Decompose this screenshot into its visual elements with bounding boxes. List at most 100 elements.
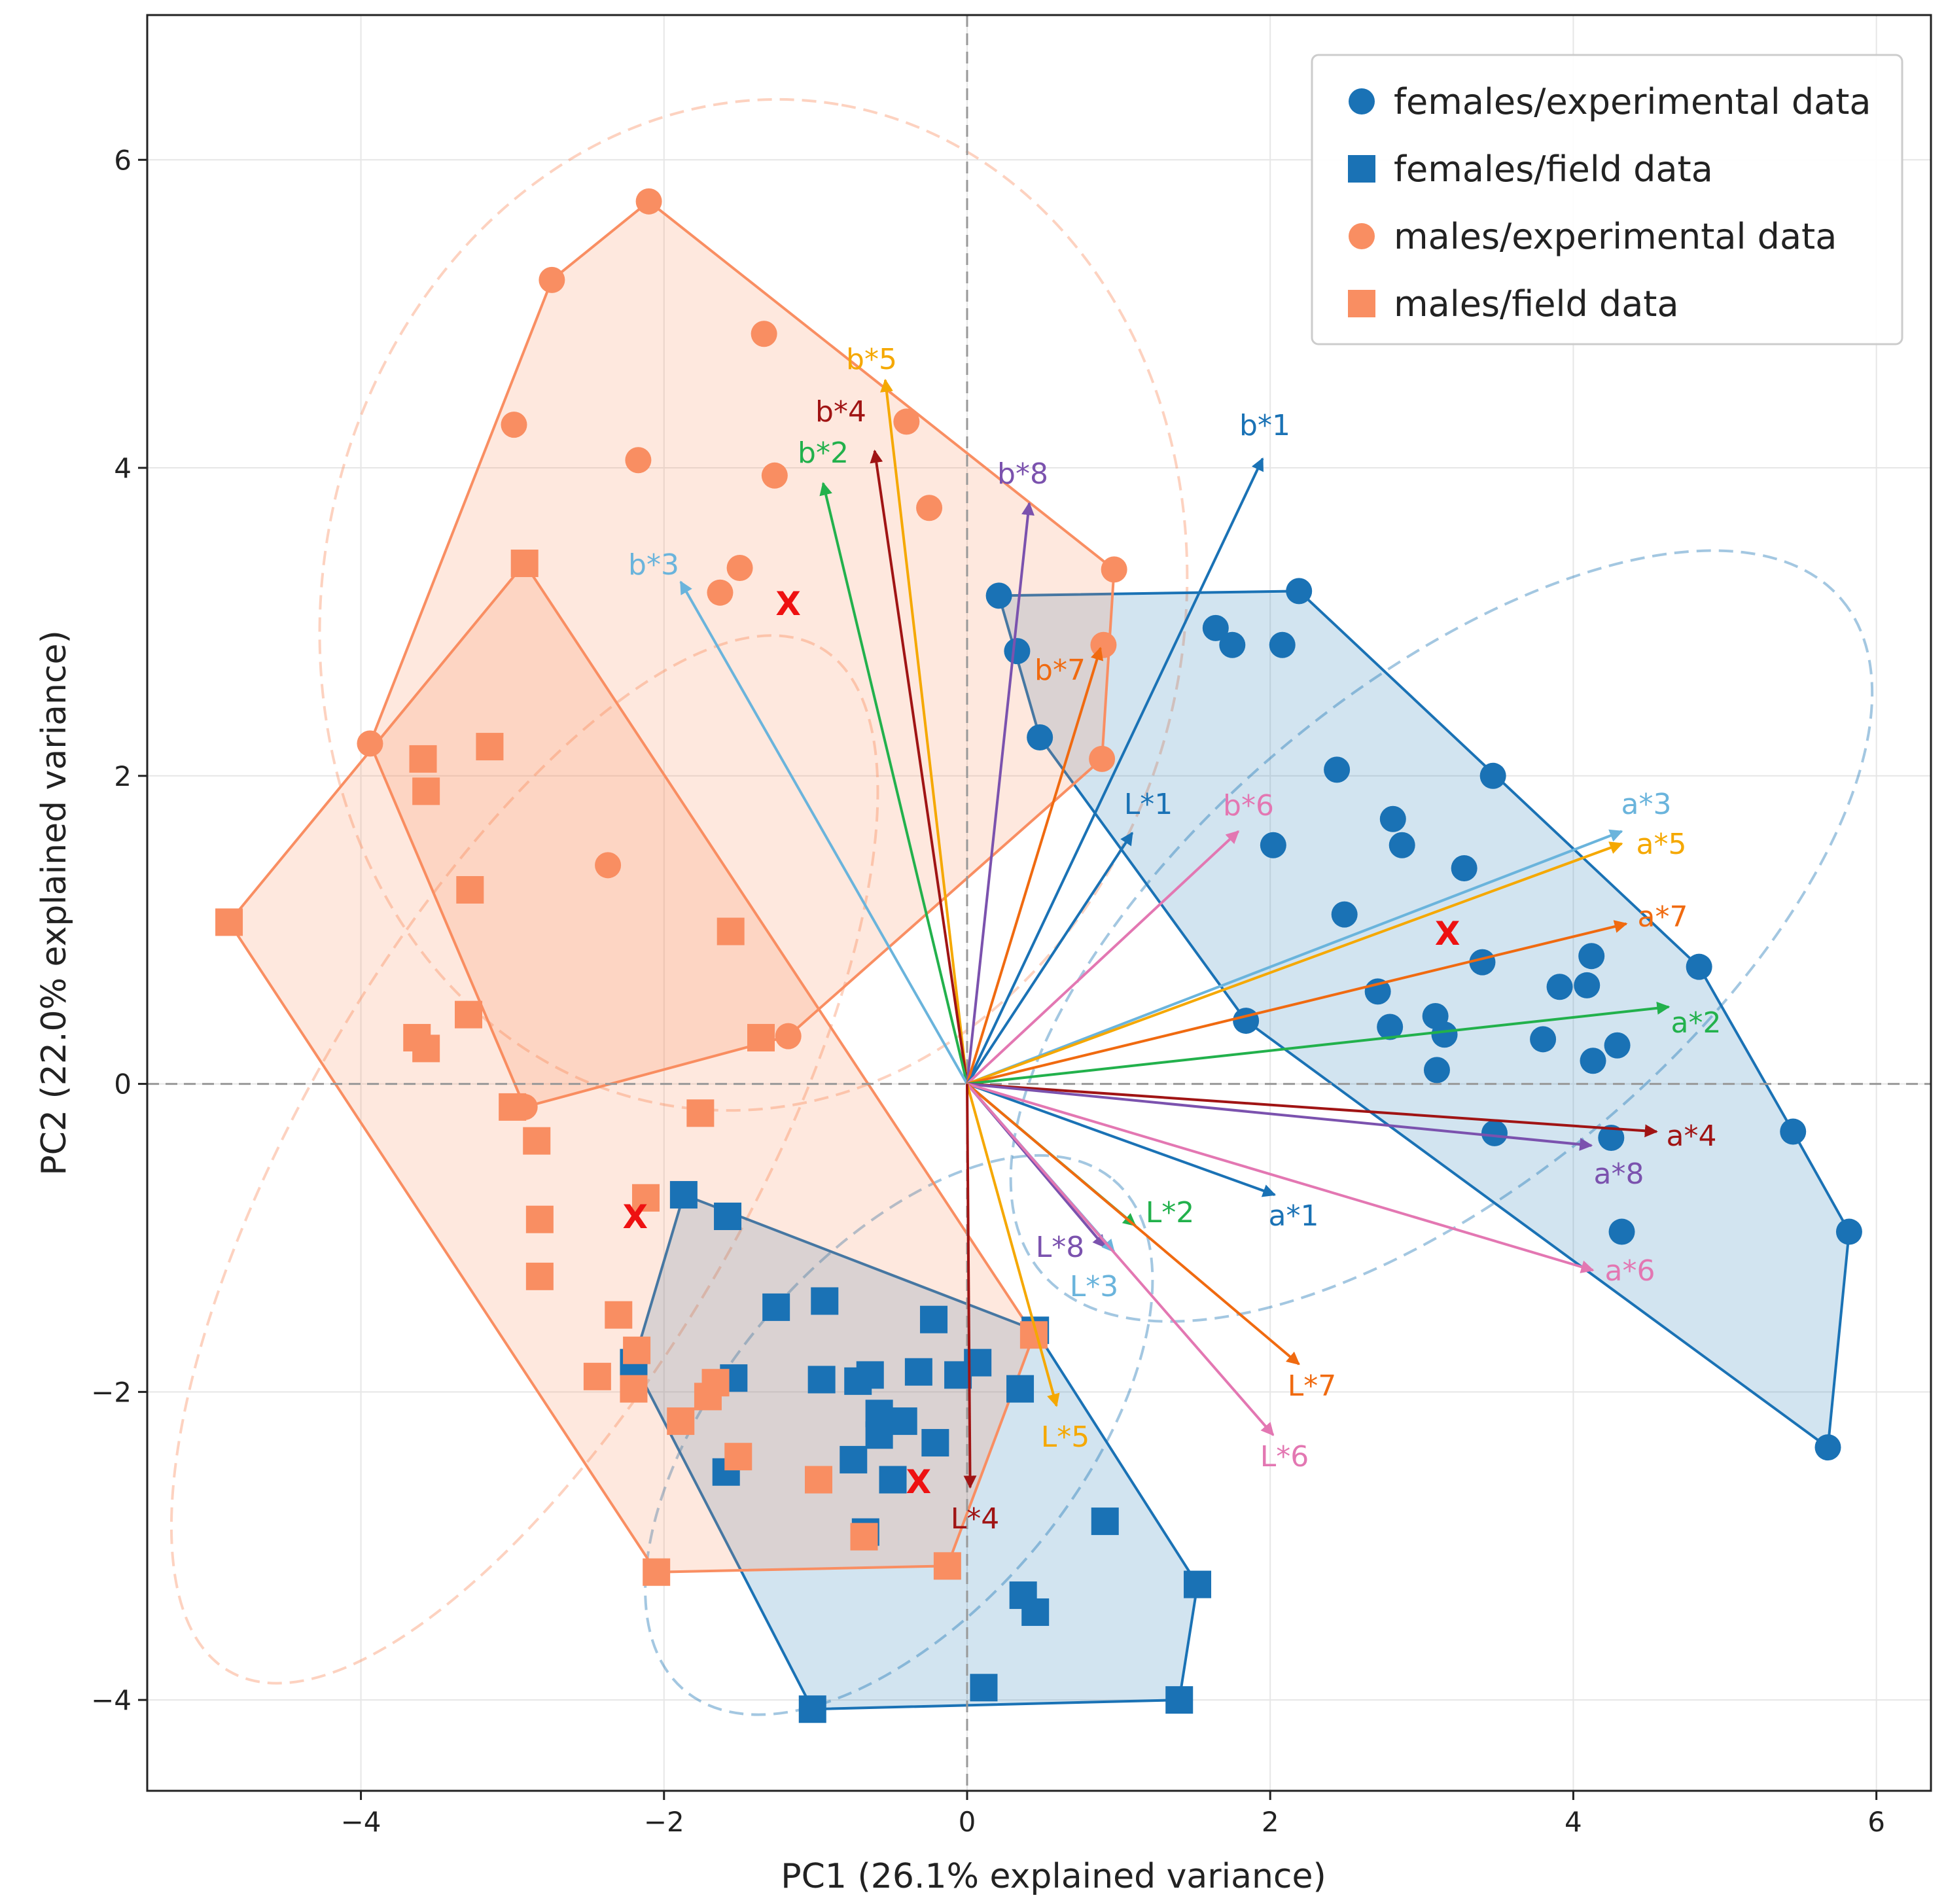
males-field-data-point: [215, 908, 243, 936]
males-experimental-data-point: [1101, 556, 1127, 583]
females-field-data-point: [1165, 1686, 1194, 1714]
females-experimental-data-point: [1431, 1021, 1458, 1048]
loading-label: a*2: [1671, 1006, 1722, 1040]
females-experimental-data-point: [1389, 832, 1415, 858]
females-field-data-point: [1091, 1507, 1119, 1536]
axis-ticks: −4 −2 0 2 4 6 −4 −2 0 2 4 6: [91, 144, 1885, 1838]
females-experimental-data-point: [1481, 1119, 1508, 1146]
x-tick-label: 4: [1565, 1806, 1582, 1838]
loading-arrow-a-5: [966, 841, 1623, 1085]
females-experimental-data-point: [1451, 855, 1477, 882]
y-axis-label: PC2 (22.0% explained variance): [35, 630, 74, 1176]
males-field-data-point: [409, 745, 437, 773]
females-field-data-point: [1021, 1598, 1050, 1626]
x-tick-label: 6: [1867, 1806, 1885, 1838]
males-experimental-data-point: [726, 555, 753, 582]
males-field-data-point: [525, 1262, 554, 1290]
males-experimental-data-point: [751, 321, 777, 347]
plot-frame: [146, 14, 1932, 1792]
males-field-data-ellipse: [169, 634, 879, 1685]
y-tick-label: 6: [114, 144, 132, 176]
females-field-data-point: [762, 1293, 790, 1321]
females-field-data-point: [811, 1287, 839, 1315]
legend-marker-males-field-data: [1348, 290, 1375, 317]
females-experimental-data-point: [1379, 805, 1406, 832]
x-tick-label: −4: [341, 1806, 381, 1838]
males-experimental-data-point: [1089, 745, 1116, 772]
y-tick-label: −2: [91, 1376, 132, 1408]
females-field-data-point: [879, 1466, 907, 1494]
males-experimental-data-point: [893, 408, 920, 435]
males-experimental-data-point: [635, 188, 662, 215]
males-experimental-data-point: [357, 730, 383, 757]
females-experimental-data-point: [1202, 614, 1229, 641]
loading-arrow-a-6: [966, 1082, 1595, 1273]
males-experimental-data-point: [595, 852, 622, 879]
loading-arrow-b-7: [966, 646, 1104, 1085]
females-experimental-data-point: [1574, 972, 1601, 998]
centroids: X X X X: [622, 585, 1460, 1501]
males-field-data-point: [605, 1301, 633, 1329]
females-field-data-point: [840, 1445, 868, 1473]
loading-label: a*6: [1605, 1254, 1655, 1288]
loading-arrow-b-4: [870, 450, 968, 1084]
loading-arrow-a-8: [966, 1082, 1593, 1151]
females-experimental-data-point: [1469, 949, 1496, 976]
loading-label: b*8: [997, 457, 1048, 491]
x-tick-label: −2: [644, 1806, 684, 1838]
females-field-data-point: [844, 1367, 872, 1395]
legend-marker-males-experimental-data: [1349, 223, 1375, 249]
loading-label: a*7: [1638, 900, 1688, 934]
females-field-data-point: [1184, 1570, 1212, 1598]
females-experimental-data-point: [1578, 943, 1605, 970]
loading-arrow-b-6: [966, 830, 1240, 1085]
loading-arrow-b-2: [819, 482, 968, 1085]
loading-vectors: b*1 b*5 b*4 b*2 b*8 b*3 b*7 L*1 b*6 a*3 a*5 a*7 a*2 a…: [628, 343, 1721, 1536]
males-experimental-data-point: [625, 447, 652, 474]
y-tick-label: 0: [114, 1068, 132, 1101]
females-field-data-point: [807, 1366, 836, 1394]
females-experimental-data-point: [1686, 953, 1712, 980]
females-experimental-data-point: [1604, 1032, 1631, 1059]
females-field-data-point: [904, 1358, 932, 1386]
loading-arrow-a-7: [966, 920, 1628, 1085]
females-field-data-centroid-marker: X: [906, 1463, 932, 1501]
females-experimental-data-point: [1546, 974, 1573, 1000]
loading-arrow-b-5: [880, 378, 968, 1084]
loading-label: a*1: [1269, 1199, 1319, 1233]
males-field-data-point: [476, 733, 504, 761]
males-experimental-data-hull: [368, 200, 1116, 1108]
males-field-data-point: [933, 1552, 961, 1580]
loading-label: a*8: [1594, 1157, 1644, 1191]
loading-label: L*2: [1146, 1196, 1195, 1229]
males-experimental-data-point: [501, 412, 527, 438]
males-field-data-point: [525, 1205, 554, 1233]
males-experimental-data-centroid-marker: X: [775, 585, 801, 623]
x-axis-label: PC1 (26.1% explained variance): [781, 1857, 1326, 1896]
females-experimental-data-point: [1423, 1057, 1450, 1084]
females-experimental-data-point: [1479, 762, 1506, 789]
loading-arrow-a-1: [966, 1082, 1277, 1197]
females-experimental-data-point: [1260, 832, 1286, 858]
females-experimental-data-point: [1324, 756, 1351, 783]
females-experimental-data-point: [1286, 578, 1313, 605]
males-field-data-point: [456, 875, 484, 904]
females-experimental-data-point: [1233, 1008, 1260, 1034]
males-field-data-point: [724, 1443, 752, 1471]
zero-lines: [147, 15, 1931, 1791]
females-field-data-point: [920, 1305, 948, 1333]
males-field-data-point: [667, 1407, 695, 1436]
loading-label: a*5: [1636, 828, 1687, 861]
loading-arrow-L-4: [963, 1084, 977, 1489]
females-experimental-data-point: [1219, 631, 1246, 658]
legend-label-females-experimental-data: females/experimental data: [1394, 81, 1871, 122]
loading-label: a*4: [1667, 1119, 1717, 1153]
males-field-data-point: [747, 1023, 775, 1051]
legend-box: [1311, 54, 1903, 345]
females-field-data-point: [970, 1674, 998, 1702]
females-field-data-point: [798, 1695, 826, 1723]
loading-arrow-b-3: [679, 580, 968, 1085]
males-field-data-point: [805, 1466, 833, 1494]
females-experimental-data-point: [1530, 1026, 1557, 1053]
